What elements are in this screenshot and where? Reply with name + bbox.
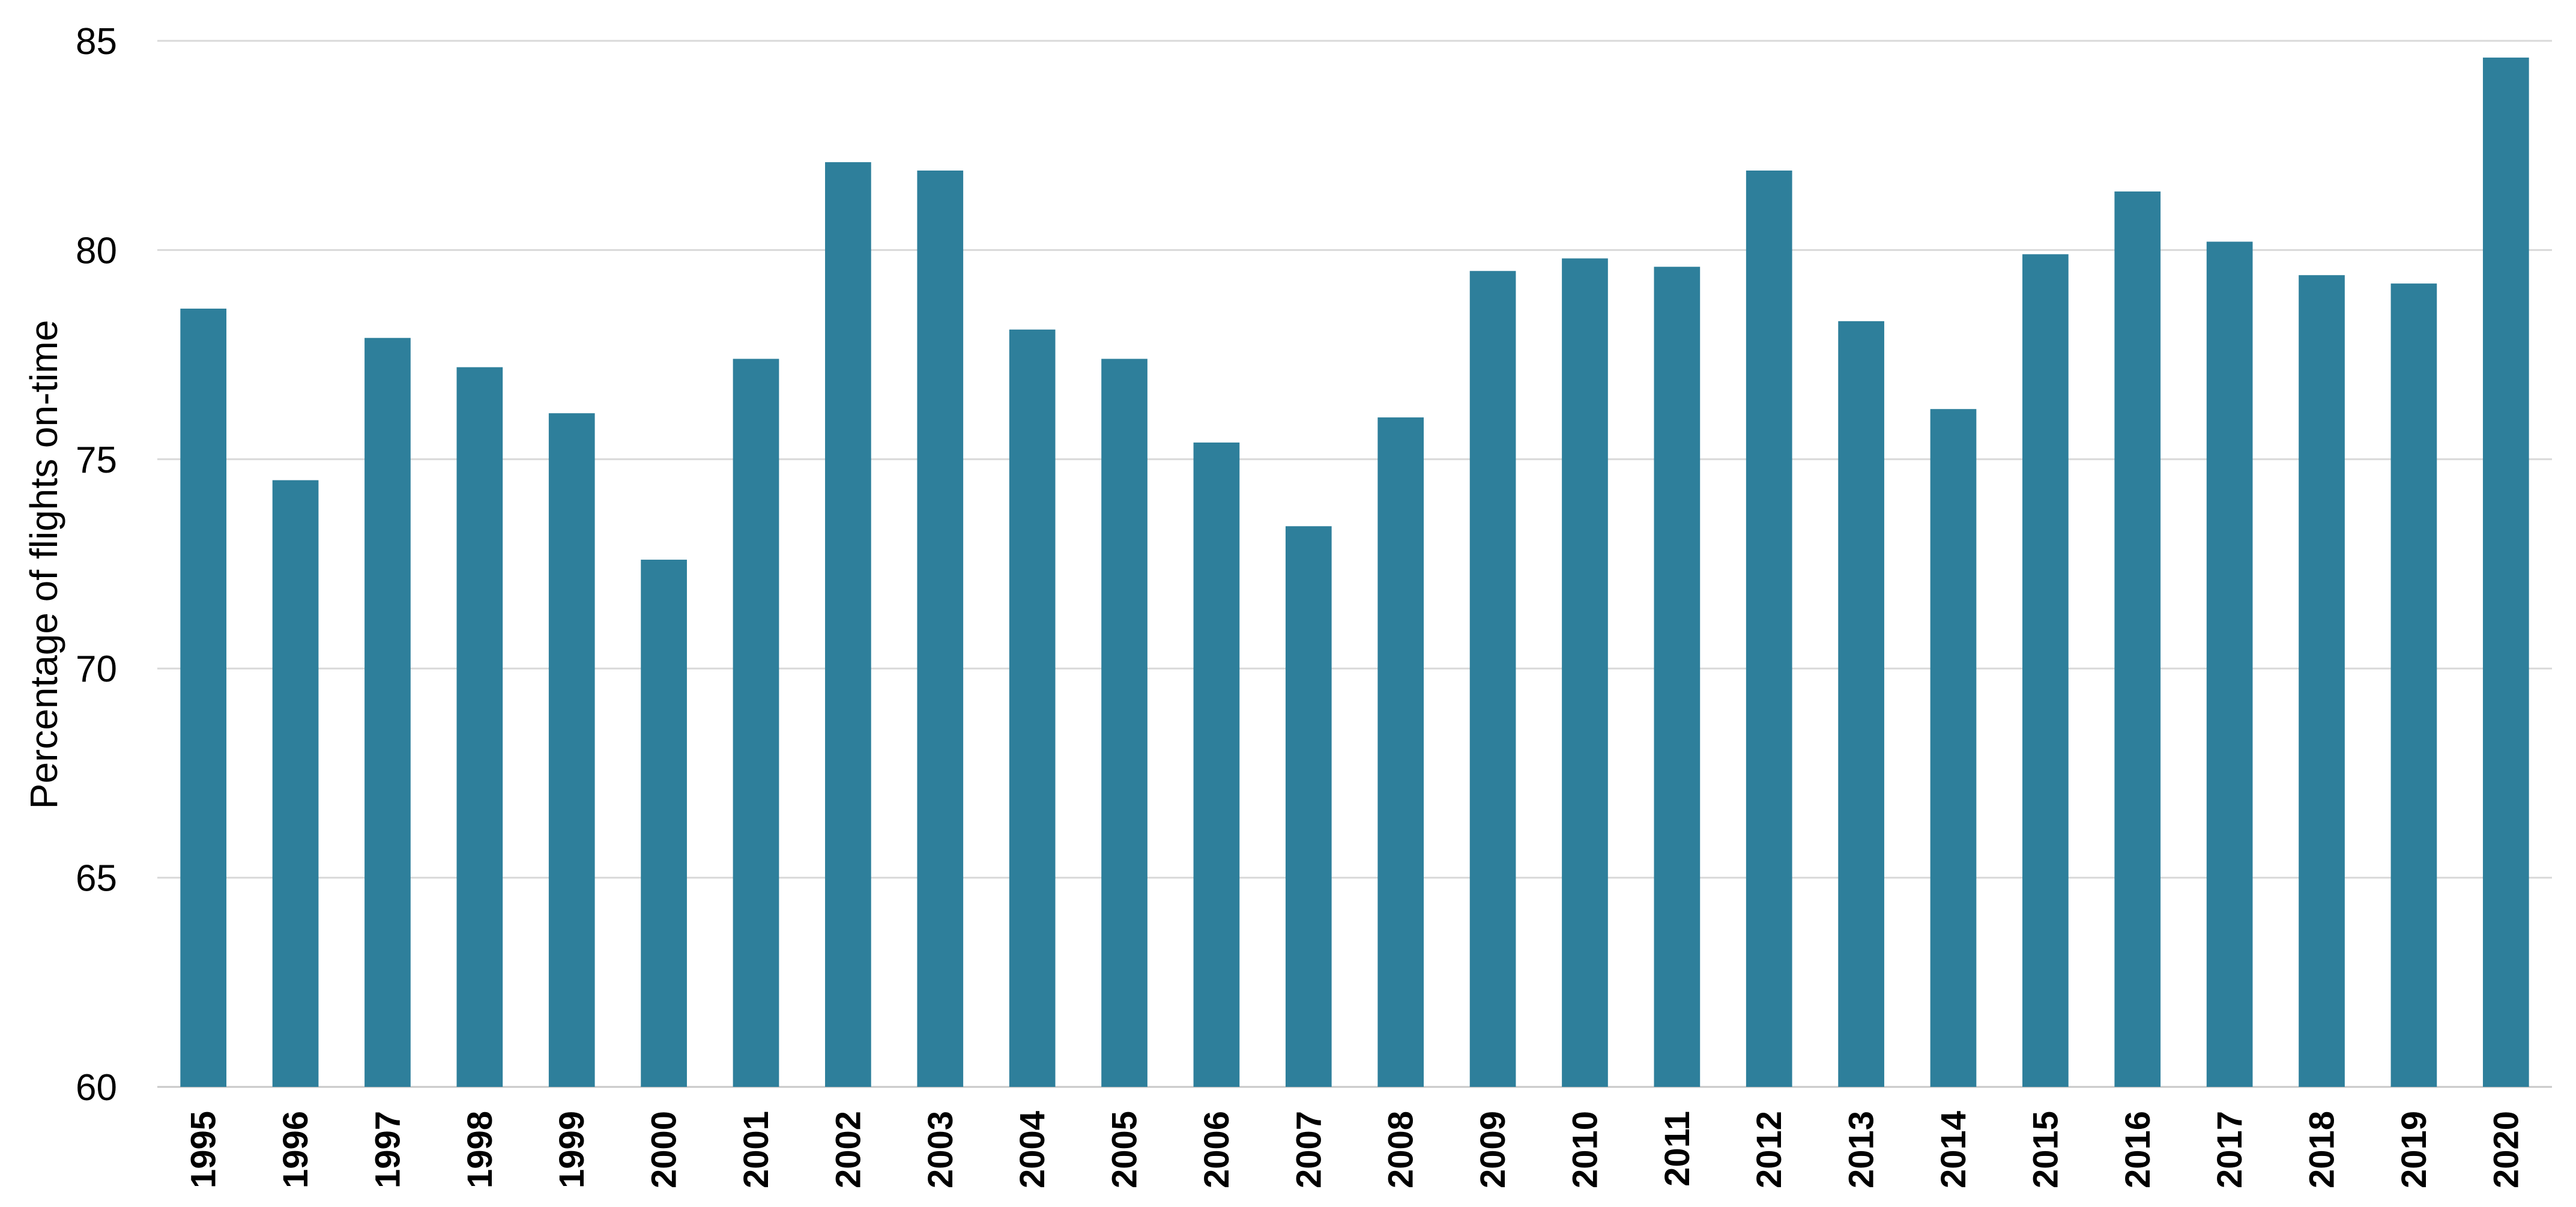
bar-2011 (1654, 267, 1701, 1088)
bar-1995 (180, 308, 227, 1087)
x-tick-label-2016: 2016 (2118, 1111, 2157, 1188)
y-tick-label: 65 (76, 858, 117, 900)
x-tick-label-2019: 2019 (2395, 1111, 2434, 1188)
x-tick-label-2015: 2015 (2026, 1111, 2065, 1188)
x-tick-label-2003: 2003 (921, 1111, 960, 1188)
gridlines (157, 40, 2552, 1088)
x-tick-label-1995: 1995 (184, 1111, 223, 1188)
x-tick-label-1997: 1997 (368, 1111, 407, 1188)
x-tick-label-2001: 2001 (737, 1111, 776, 1188)
bar-2014 (1930, 409, 1977, 1087)
x-tick-label-2006: 2006 (1197, 1111, 1236, 1188)
x-tick-label-2013: 2013 (1842, 1111, 1881, 1188)
x-tick-label-2009: 2009 (1474, 1111, 1513, 1188)
bar-2020 (2482, 57, 2529, 1088)
y-tick-label: 75 (76, 440, 117, 481)
bar-1996 (272, 480, 319, 1087)
bar-2005 (1101, 358, 1147, 1087)
bar-2006 (1193, 442, 1240, 1087)
y-tick-label: 60 (76, 1067, 117, 1109)
x-tick-label-2000: 2000 (645, 1111, 684, 1188)
x-tick-label-2011: 2011 (1658, 1111, 1697, 1187)
x-tick-label-2010: 2010 (1565, 1111, 1604, 1188)
x-axis-ticks: 1995 1996 1997 1998 1999 2000 2001 2002 2003 2004… (184, 1111, 2526, 1188)
bar-2019 (2390, 283, 2437, 1087)
bar-2007 (1285, 526, 1332, 1087)
y-axis-label: Percentage of flights on-time (22, 320, 65, 809)
bar-2004 (1009, 329, 1056, 1087)
bar-1999 (548, 413, 595, 1087)
y-axis-ticks: 60 65 70 75 80 85 (76, 21, 117, 1109)
x-tick-label-2020: 2020 (2487, 1111, 2526, 1188)
x-tick-label-2005: 2005 (1105, 1111, 1144, 1188)
bar-2012 (1746, 171, 1792, 1087)
bar-2017 (2206, 241, 2253, 1087)
bar-1997 (364, 337, 411, 1087)
bar-2018 (2299, 275, 2345, 1087)
x-tick-label-1999: 1999 (552, 1111, 591, 1188)
x-tick-label-2002: 2002 (829, 1111, 868, 1188)
bar-2013 (1838, 321, 1884, 1088)
x-tick-label-1998: 1998 (461, 1111, 500, 1188)
bar-2015 (2022, 254, 2069, 1087)
bar-2003 (917, 171, 964, 1087)
bar-2000 (641, 560, 687, 1087)
x-tick-label-1996: 1996 (276, 1111, 315, 1188)
x-tick-label-2014: 2014 (1934, 1111, 1973, 1188)
bar-2016 (2114, 191, 2161, 1087)
x-tick-label-2012: 2012 (1750, 1111, 1789, 1188)
x-tick-label-2008: 2008 (1382, 1111, 1421, 1188)
x-tick-label-2004: 2004 (1013, 1111, 1052, 1188)
y-tick-label: 85 (76, 21, 117, 62)
bar-2008 (1377, 417, 1424, 1087)
bar-1998 (456, 367, 503, 1087)
y-tick-label: 70 (76, 649, 117, 690)
x-tick-label-2007: 2007 (1289, 1111, 1328, 1188)
bar-2001 (733, 358, 779, 1087)
bars (180, 57, 2529, 1088)
bar-2010 (1562, 258, 1608, 1088)
bar-2009 (1469, 271, 1516, 1087)
x-tick-label-2018: 2018 (2303, 1111, 2342, 1188)
bar-2002 (825, 162, 871, 1087)
y-tick-label: 80 (76, 230, 117, 271)
x-tick-label-2017: 2017 (2210, 1111, 2249, 1188)
